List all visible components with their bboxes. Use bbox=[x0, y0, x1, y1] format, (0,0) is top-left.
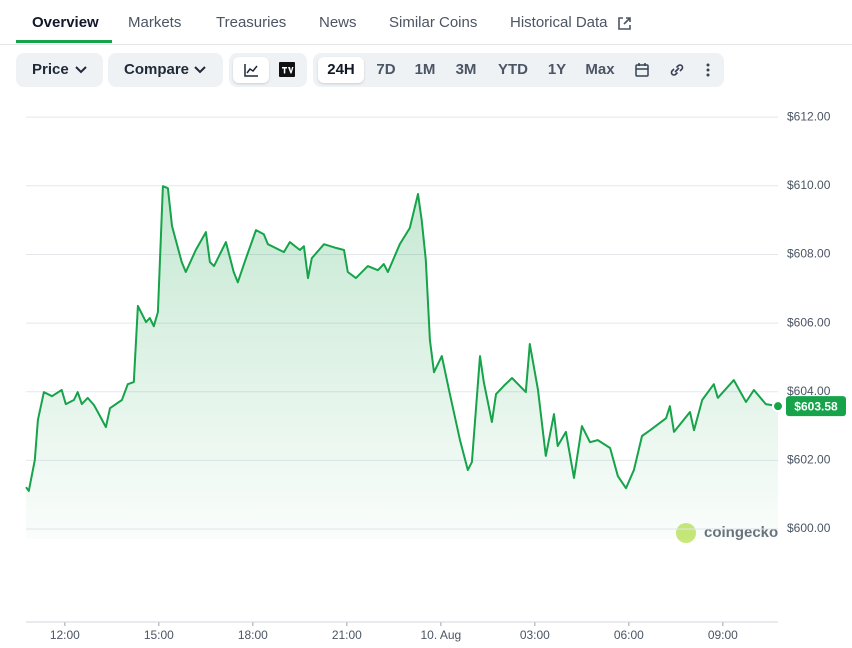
x-tick-label: 10. Aug bbox=[420, 628, 461, 642]
compare-dropdown[interactable]: Compare bbox=[108, 53, 223, 87]
current-price-label: $603.58 bbox=[794, 399, 838, 413]
more-icon[interactable] bbox=[706, 63, 710, 77]
range-button[interactable]: 3M bbox=[455, 61, 477, 78]
price-line bbox=[25, 185, 779, 492]
dropdown-label: Price bbox=[32, 61, 69, 78]
chart-type-group bbox=[229, 53, 307, 87]
chevron bbox=[194, 66, 206, 74]
range-button[interactable]: 7D bbox=[376, 61, 396, 78]
range-group: 24H 7D 1M 3M YTD 1Y Max bbox=[313, 53, 724, 87]
line-icon bbox=[244, 64, 258, 77]
y-tick-label: $608.00 bbox=[787, 247, 831, 261]
external-icon bbox=[618, 17, 631, 30]
y-tick-label: $604.00 bbox=[787, 384, 831, 398]
x-tick-label: 18:00 bbox=[238, 628, 268, 642]
x-tick-label: 12:00 bbox=[50, 628, 80, 642]
active-underline bbox=[16, 40, 112, 43]
price-area bbox=[26, 186, 778, 539]
x-tick-label: 15:00 bbox=[144, 628, 174, 642]
tab[interactable]: News bbox=[319, 14, 357, 31]
tab[interactable]: Similar Coins bbox=[389, 14, 478, 31]
dropdown-label: Compare bbox=[124, 61, 190, 78]
y-tick-label: $612.00 bbox=[787, 109, 831, 123]
y-tick-label: $602.00 bbox=[787, 453, 831, 467]
y-tick-label: $606.00 bbox=[787, 315, 831, 329]
tab[interactable]: Overview bbox=[32, 14, 99, 31]
tab[interactable]: Historical Data bbox=[510, 14, 608, 31]
calendar-icon[interactable] bbox=[635, 63, 649, 77]
price-dropdown[interactable]: Price bbox=[16, 53, 103, 87]
y-tick-label: $610.00 bbox=[787, 178, 831, 192]
tab[interactable]: Markets bbox=[128, 14, 182, 31]
x-tick-label: 03:00 bbox=[520, 628, 550, 642]
range-button[interactable]: 24H bbox=[318, 57, 364, 83]
y-tick-label: $600.00 bbox=[787, 521, 831, 535]
range-button[interactable]: 1M bbox=[414, 61, 436, 78]
tab-bar: Overview Markets Treasuries News Similar… bbox=[0, 0, 852, 45]
range-button[interactable]: Max bbox=[585, 61, 615, 78]
range-button[interactable]: YTD bbox=[498, 61, 528, 78]
range-button[interactable]: 1Y bbox=[547, 61, 567, 78]
tab[interactable]: Treasuries bbox=[216, 14, 287, 31]
tradingview-icon[interactable] bbox=[279, 62, 295, 77]
line-chart-button[interactable] bbox=[233, 57, 269, 83]
current-price-dot bbox=[772, 400, 784, 413]
x-tick-label: 21:00 bbox=[332, 628, 362, 642]
x-tick-label: 06:00 bbox=[614, 628, 644, 642]
current-price-tag bbox=[786, 396, 846, 417]
x-tick-label: 09:00 bbox=[708, 628, 738, 642]
link-icon[interactable] bbox=[668, 62, 686, 78]
chevron bbox=[75, 66, 87, 74]
